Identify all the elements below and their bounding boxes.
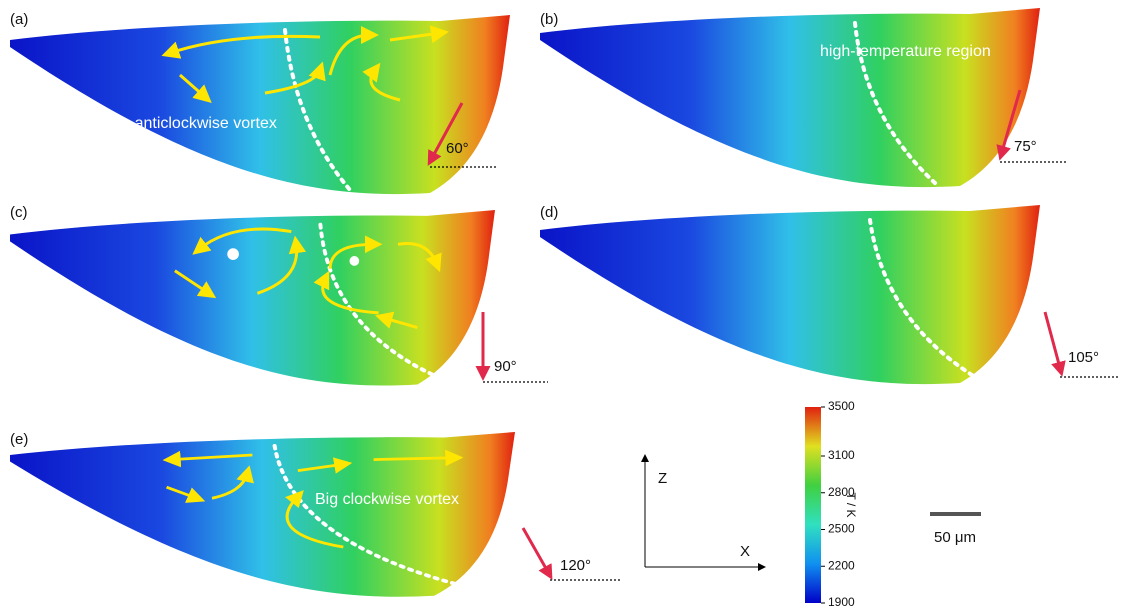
annotation: high-temperature region	[820, 43, 991, 60]
scale-label: 50 μm	[934, 529, 976, 546]
vortex-core	[227, 248, 239, 260]
colorbar-tick-label: 2500	[828, 522, 855, 536]
vortex-core	[350, 256, 360, 266]
melt-pool	[540, 8, 1040, 187]
panel-d	[540, 205, 1040, 384]
panel-e	[10, 432, 515, 597]
colorbar-tick-label: 3100	[828, 448, 855, 462]
panel-label: (a)	[10, 11, 28, 28]
colorbar-tick-label: 2800	[828, 485, 855, 499]
colorbar-tick-label: 1900	[828, 595, 855, 609]
panel-label: (d)	[540, 204, 558, 221]
melt-pool	[10, 210, 495, 385]
axis-label: Z	[658, 470, 667, 487]
angle-label: 60°	[446, 140, 469, 157]
melt-pool	[540, 205, 1040, 384]
angle-label: 75°	[1014, 138, 1037, 155]
angle-label: 120°	[560, 557, 591, 574]
flow-arrow	[374, 458, 455, 460]
panel-label: (e)	[10, 431, 28, 448]
angle-arrow	[523, 528, 548, 572]
figure: (a) Big anticlockwise vortex 60° (b) hig…	[0, 0, 1121, 613]
colorbar-tick-label: 3500	[828, 399, 855, 413]
annotation: Big clockwise vortex	[315, 491, 459, 508]
panel-b	[540, 8, 1040, 187]
angle-label: 105°	[1068, 349, 1099, 366]
colorbar	[805, 407, 821, 603]
colorbar-tick-label: 2200	[828, 558, 855, 572]
panel-c	[10, 210, 495, 385]
axis-label: X	[740, 543, 750, 560]
annotation: Big anticlockwise vortex	[107, 115, 277, 132]
panel-label: (b)	[540, 11, 558, 28]
melt-pool	[10, 432, 515, 597]
angle-arrow	[1045, 312, 1060, 368]
panel-label: (c)	[10, 204, 28, 221]
angle-label: 90°	[494, 358, 517, 375]
